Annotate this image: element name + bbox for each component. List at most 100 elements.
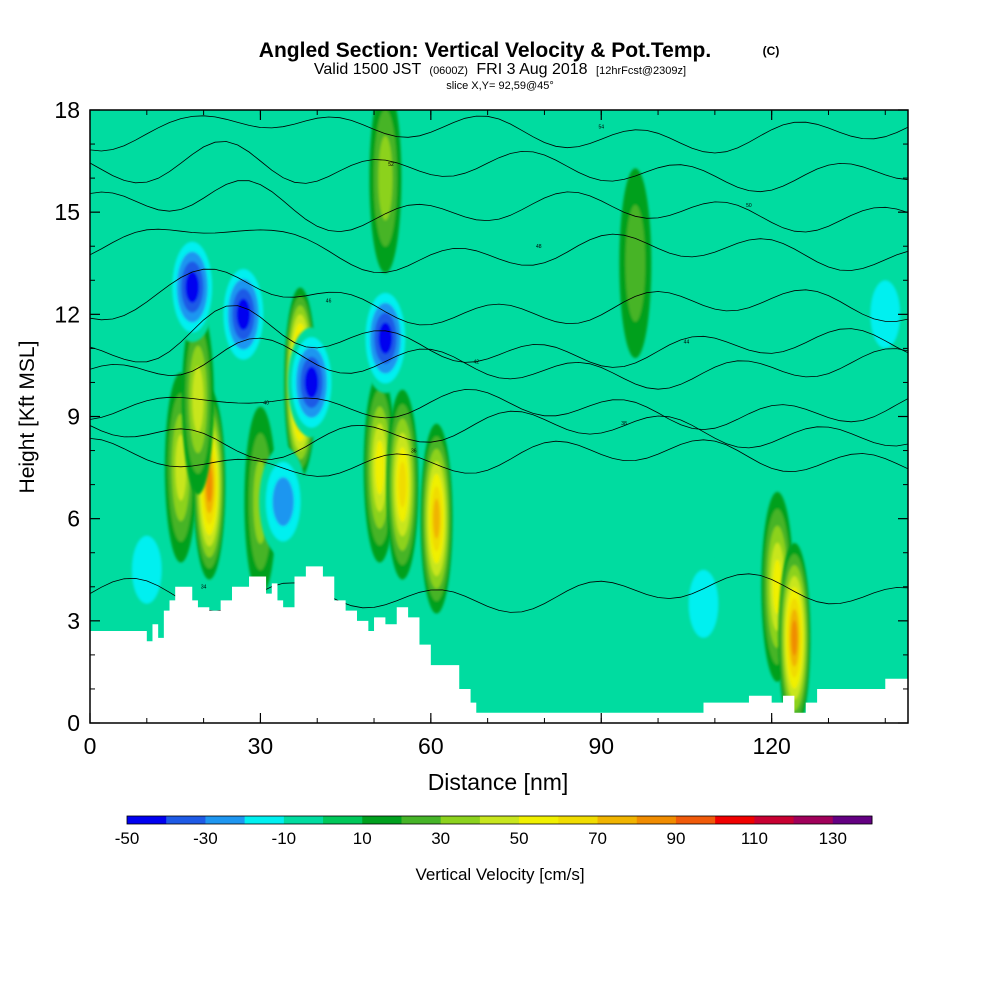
theta-contour (90, 389, 908, 431)
colorbar-tick-label: 30 (431, 829, 450, 848)
theta-contour-label: 44 (684, 339, 690, 345)
x-tick-label: 0 (84, 733, 97, 759)
theta-contour-label: 36 (411, 448, 417, 454)
colorbar-swatch (283, 816, 324, 824)
theta-contour-label: 50 (746, 203, 752, 209)
theta-contour-label: 38 (621, 421, 627, 427)
colorbar-swatch (597, 816, 638, 824)
downdraft-cell (259, 446, 308, 557)
downdraft-cell (168, 232, 217, 343)
theta-contour (90, 180, 908, 233)
potential-temperature-contours: 34 36 38 40 42 44 46 48 50 52 54 (90, 115, 908, 613)
theta-contour-label: 42 (473, 360, 479, 366)
theta-contour (90, 337, 908, 390)
downdraft-cell (679, 548, 728, 659)
theta-contour-label: 46 (326, 298, 332, 304)
colorbar-swatch (636, 816, 677, 824)
valid-time-zulu: (0600Z) (429, 65, 468, 77)
y-tick-label: 15 (54, 199, 80, 225)
colorbar-swatch (793, 816, 834, 824)
theta-contour (90, 305, 908, 368)
downdraft-cell (287, 327, 336, 438)
updraft-cell (619, 168, 652, 359)
velocity-band (772, 559, 782, 614)
velocity-band (272, 477, 294, 527)
colorbar-tick-label: 130 (819, 829, 847, 848)
colorbar-tick-label: -50 (115, 829, 140, 848)
updraft-cell (778, 542, 811, 723)
theta-contour (90, 438, 908, 477)
velocity-band (185, 271, 200, 303)
colorbar-swatch (479, 816, 520, 824)
colorbar-swatch (440, 816, 481, 824)
copyright-mark: (C) (763, 44, 780, 58)
downdraft-cell (122, 514, 171, 625)
colorbar-swatch (323, 816, 363, 824)
y-tick-label: 0 (67, 710, 80, 736)
chart-title: Angled Section: Vertical Velocity & Pot.… (259, 39, 711, 62)
y-tick-label: 18 (54, 97, 80, 123)
y-tick-label: 3 (67, 608, 80, 634)
theta-contour-label: 40 (263, 401, 269, 407)
theta-contour (90, 115, 908, 154)
velocity-band (378, 135, 393, 221)
x-tick-label: 90 (588, 733, 614, 759)
colorbar-tick-label: -10 (272, 829, 297, 848)
colorbar-swatch (362, 816, 402, 824)
theta-contour-label: 54 (598, 125, 604, 131)
svg-text:Valid 1500 JST (0600Z): Valid 1500 JST (0600Z) FRI 3 Aug 2018 [1… (314, 61, 686, 78)
velocity-band (398, 461, 407, 508)
colorbar-swatch (832, 816, 873, 824)
theta-contour (90, 268, 908, 326)
colorbar-swatch (715, 816, 755, 824)
theta-contour (90, 141, 908, 193)
forecast-info: [12hrFcst@2309z] (596, 65, 686, 77)
colorbar-swatch (519, 816, 559, 824)
velocity-band (375, 440, 385, 495)
velocity-band (236, 298, 251, 331)
colorbar-swatch (754, 816, 795, 824)
downdraft-cell (361, 283, 410, 394)
colorbar-swatch (205, 816, 246, 824)
y-tick-label: 9 (67, 404, 80, 430)
velocity-band (870, 280, 901, 349)
plot-area: 34 36 38 40 42 44 46 48 50 52 54 (89, 109, 909, 724)
colorbar-tick-labels: -50 -30 -10 10 30 50 70 90 110 130 (115, 829, 847, 848)
downdraft-cell (861, 259, 908, 370)
slice-info: slice X,Y= 92,59@45° (446, 80, 554, 92)
theta-contour-label: 52 (388, 162, 394, 168)
valid-date: FRI 3 Aug 2018 (476, 61, 587, 78)
colorbar-tick-label: 50 (510, 829, 529, 848)
theta-contour-label: 34 (201, 584, 207, 590)
x-axis: 0 30 60 90 120 (84, 110, 791, 759)
updraft-cell (420, 423, 453, 614)
downdraft-cell (219, 259, 268, 370)
x-tick-label: 30 (248, 733, 274, 759)
valid-time-line: Valid 1500 JST (0600Z) FRI 3 Aug 2018 [1… (314, 61, 686, 78)
terrain-mask (90, 566, 908, 723)
velocity-band (378, 322, 393, 354)
valid-time-local: Valid 1500 JST (314, 61, 422, 78)
colorbar-swatch (244, 816, 285, 824)
colorbar (126, 815, 873, 825)
updraft-cell (386, 389, 419, 580)
colorbar-tick-label: 10 (353, 829, 372, 848)
y-tick-label: 6 (67, 506, 80, 532)
updraft-cell (369, 110, 402, 274)
velocity-band (625, 204, 646, 322)
colorbar-swatch (558, 816, 599, 824)
velocity-band (132, 535, 162, 604)
colorbar-frame (126, 815, 873, 825)
theta-contour-label: 48 (536, 244, 542, 250)
velocity-band (688, 569, 719, 638)
x-tick-label: 60 (418, 733, 444, 759)
vertical-velocity-field (122, 110, 908, 723)
colorbar-swatch (401, 816, 442, 824)
velocity-band (175, 434, 187, 501)
x-tick-label: 120 (752, 733, 790, 759)
theta-contour (90, 228, 908, 273)
colorbar-swatch (166, 816, 206, 824)
velocity-band (304, 366, 319, 399)
